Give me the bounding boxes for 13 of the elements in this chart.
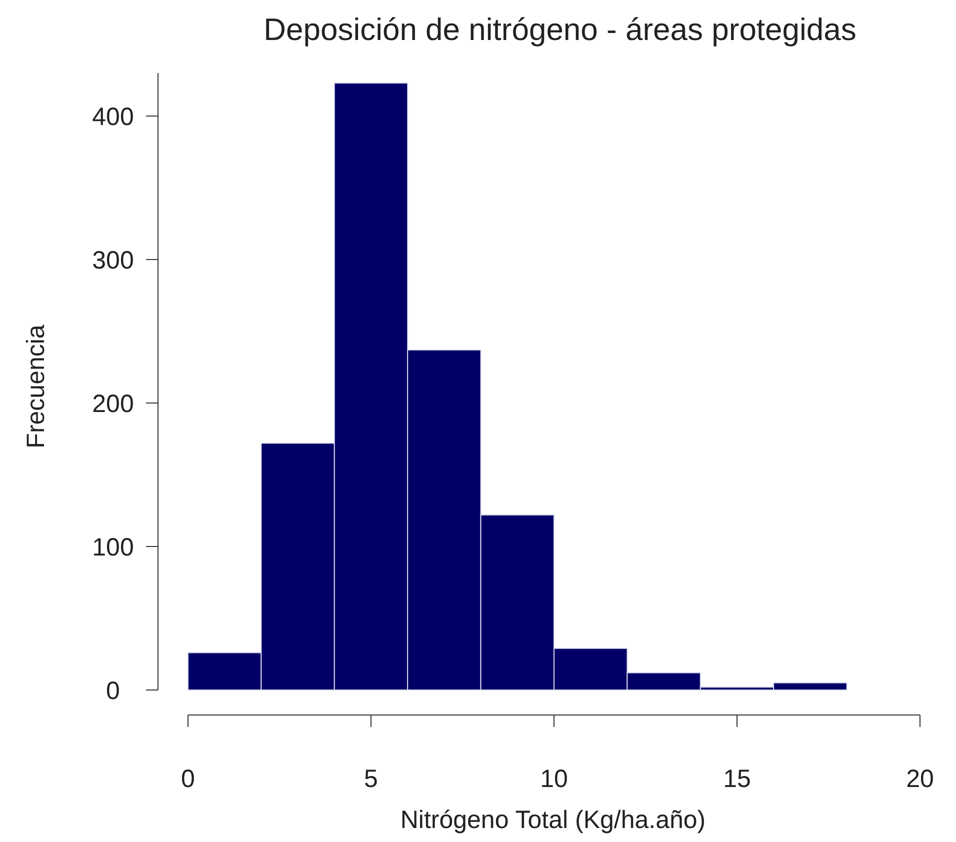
y-tick-label: 0: [106, 677, 120, 705]
x-tick-label: 10: [540, 765, 568, 793]
x-tick-label: 15: [723, 765, 751, 793]
y-tick-label: 200: [92, 390, 134, 418]
x-tick-label: 5: [364, 765, 378, 793]
y-tick-label: 300: [92, 246, 134, 275]
x-tick-label: 0: [181, 765, 195, 793]
y-axis-title: Frecuencia: [22, 324, 50, 448]
x-tick-label: 20: [906, 765, 934, 793]
y-tick-label: 100: [92, 534, 134, 562]
y-tick-label: 400: [92, 103, 134, 132]
x-axis-title: Nitrógeno Total (Kg/ha.año): [400, 806, 706, 834]
chart-title: Deposición de nitrógeno - áreas protegidas: [264, 12, 856, 47]
